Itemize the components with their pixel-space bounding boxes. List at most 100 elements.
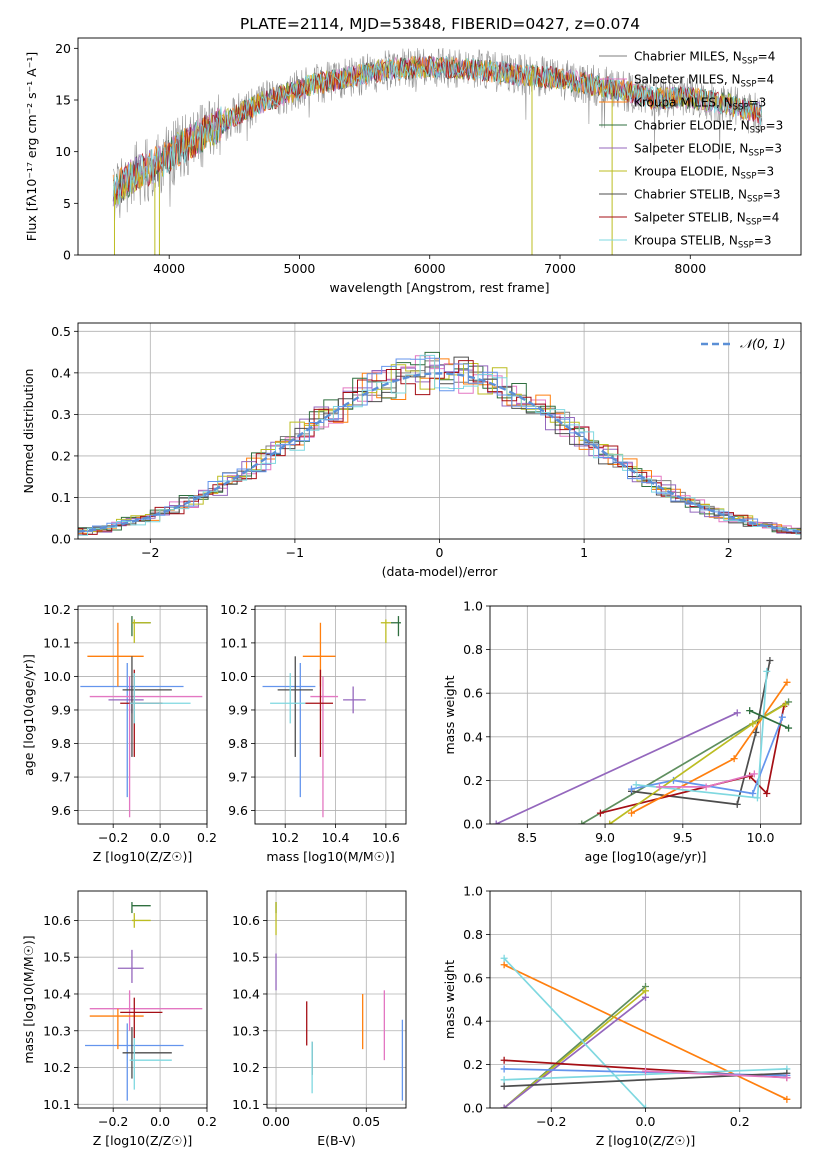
x-tick-label: −0.2 <box>98 830 128 845</box>
y-tick-label: 10.3 <box>43 1023 71 1038</box>
legend-label: Chabrier ELODIE, NSSP=3 <box>634 119 783 136</box>
y-tick-label: 15 <box>55 93 71 108</box>
x-axis-label: Z [log10(Z/Z☉)] <box>93 849 193 864</box>
y-tick-label: 10.4 <box>232 986 260 1001</box>
legend-label: Chabrier STELIB, NSSP=3 <box>634 188 781 205</box>
plot-area <box>85 902 203 1101</box>
plot-area <box>262 616 401 818</box>
weight-marker <box>733 709 741 717</box>
x-tick-label: 10.6 <box>372 830 400 845</box>
plot-area <box>500 954 791 1108</box>
y-tick-label: 0.8 <box>463 642 483 657</box>
y-tick-label: 0.4 <box>463 729 483 744</box>
y-tick-label: 9.7 <box>228 770 248 785</box>
legend-label: Salpeter ELODIE, NSSP=3 <box>634 142 782 159</box>
y-tick-label: 9.7 <box>51 770 71 785</box>
x-tick-label: 10.4 <box>322 830 350 845</box>
histogram-step <box>78 364 801 534</box>
y-tick-label: 9.9 <box>228 702 248 717</box>
weight-marker <box>500 961 508 969</box>
x-axis-label: (data-model)/error <box>382 564 499 579</box>
plot-area <box>78 351 801 538</box>
weight-marker <box>783 1095 791 1103</box>
legend-label: Kroupa ELODIE, NSSP=3 <box>634 165 774 182</box>
weight-line <box>749 709 789 729</box>
weight-marker <box>492 820 500 824</box>
weight-marker <box>783 678 791 686</box>
weight-marker <box>632 781 640 789</box>
y-tick-label: 10.1 <box>43 635 71 650</box>
spectrum-line <box>112 55 762 205</box>
x-tick-label: 10.2 <box>271 830 299 845</box>
weight-marker <box>500 1065 508 1073</box>
x-tick-label: −1 <box>286 545 304 560</box>
x-axis-label: age [log10(age/yr)] <box>585 849 707 864</box>
weight-line <box>631 660 771 806</box>
x-axis-label: Z [log10(Z/Z☉)] <box>596 1133 696 1148</box>
weight-marker <box>730 755 738 763</box>
weight-marker <box>596 809 604 817</box>
x-axis-label: wavelength [Angstrom, rest frame] <box>329 280 549 295</box>
y-axis-label: Flux [fλ10⁻¹⁷ erg cm⁻² s⁻¹ A⁻¹] <box>24 52 39 241</box>
x-tick-label: −0.2 <box>536 1114 566 1129</box>
weight-line <box>636 671 768 799</box>
x-tick-label: 7000 <box>544 261 576 276</box>
y-tick-label: 5 <box>63 196 71 211</box>
x-tick-label: 0.0 <box>150 830 170 845</box>
legend-label: Salpeter STELIB, NSSP=4 <box>634 211 779 228</box>
y-tick-label: 10.4 <box>43 986 71 1001</box>
x-tick-label: 0.0 <box>636 1114 656 1129</box>
weight-marker <box>642 1067 649 1075</box>
y-tick-label: 10.3 <box>232 1023 260 1038</box>
weight-marker <box>500 1082 508 1090</box>
y-tick-label: 0.6 <box>463 970 483 985</box>
y-tick-label: 9.8 <box>51 736 71 751</box>
y-tick-label: 0.3 <box>51 407 71 422</box>
y-tick-label: 10.1 <box>232 1097 260 1112</box>
y-tick-label: 10.2 <box>232 1060 260 1075</box>
weight-line <box>503 996 647 1108</box>
y-tick-label: 10.5 <box>232 950 260 965</box>
y-tick-label: 20 <box>55 41 71 56</box>
y-tick-label: 0.2 <box>51 448 71 463</box>
weight-marker <box>606 820 614 824</box>
x-tick-label: 4000 <box>153 261 185 276</box>
y-axis-label: mass [log10(M/M☉)] <box>21 935 36 1063</box>
y-axis-label: mass weight <box>442 960 457 1039</box>
x-axis-label: E(B-V) <box>317 1133 356 1148</box>
legend-label: 𝒩(0, 1) <box>740 336 786 351</box>
y-tick-label: 10.1 <box>220 635 248 650</box>
y-tick-label: 0.0 <box>51 532 71 547</box>
weight-marker <box>500 1056 508 1064</box>
y-tick-label: 0.0 <box>463 1101 483 1116</box>
legend-label: Kroupa MILES, NSSP=3 <box>634 96 766 113</box>
y-tick-label: 9.6 <box>51 803 71 818</box>
y-tick-label: 10.2 <box>43 602 71 617</box>
y-tick-label: 0.4 <box>463 1014 483 1029</box>
x-tick-label: 1 <box>580 545 588 560</box>
legend-label: Kroupa STELIB, NSSP=3 <box>634 234 772 251</box>
axes-frame <box>77 890 208 1109</box>
weight-marker <box>628 785 636 793</box>
x-tick-label: 2 <box>725 545 733 560</box>
weight-marker <box>783 1074 791 1082</box>
figure-title: PLATE=2114, MJD=53848, FIBERID=0427, z=0… <box>240 15 640 33</box>
plot-area <box>112 47 763 255</box>
axes-frame <box>77 322 802 540</box>
weight-marker <box>702 783 710 791</box>
plot-area <box>492 657 793 824</box>
weight-marker <box>749 789 757 797</box>
panel-residuals: −2 −1 0 1 2 0.0 0.1 0.2 0.3 0.4 0.5 (data-model)/er… <box>21 322 802 579</box>
y-tick-label: 0.2 <box>463 773 483 788</box>
x-tick-label: 0 <box>436 545 444 560</box>
weight-line <box>631 716 784 795</box>
x-tick-label: 8.5 <box>517 830 537 845</box>
y-tick-label: 9.8 <box>228 736 248 751</box>
weight-line <box>495 712 738 824</box>
y-tick-label: 10.5 <box>43 950 71 965</box>
y-tick-label: 0.1 <box>51 490 71 505</box>
y-tick-label: 10.1 <box>43 1097 71 1112</box>
y-tick-label: 10.0 <box>43 669 71 684</box>
x-tick-label: 0.2 <box>730 1114 750 1129</box>
